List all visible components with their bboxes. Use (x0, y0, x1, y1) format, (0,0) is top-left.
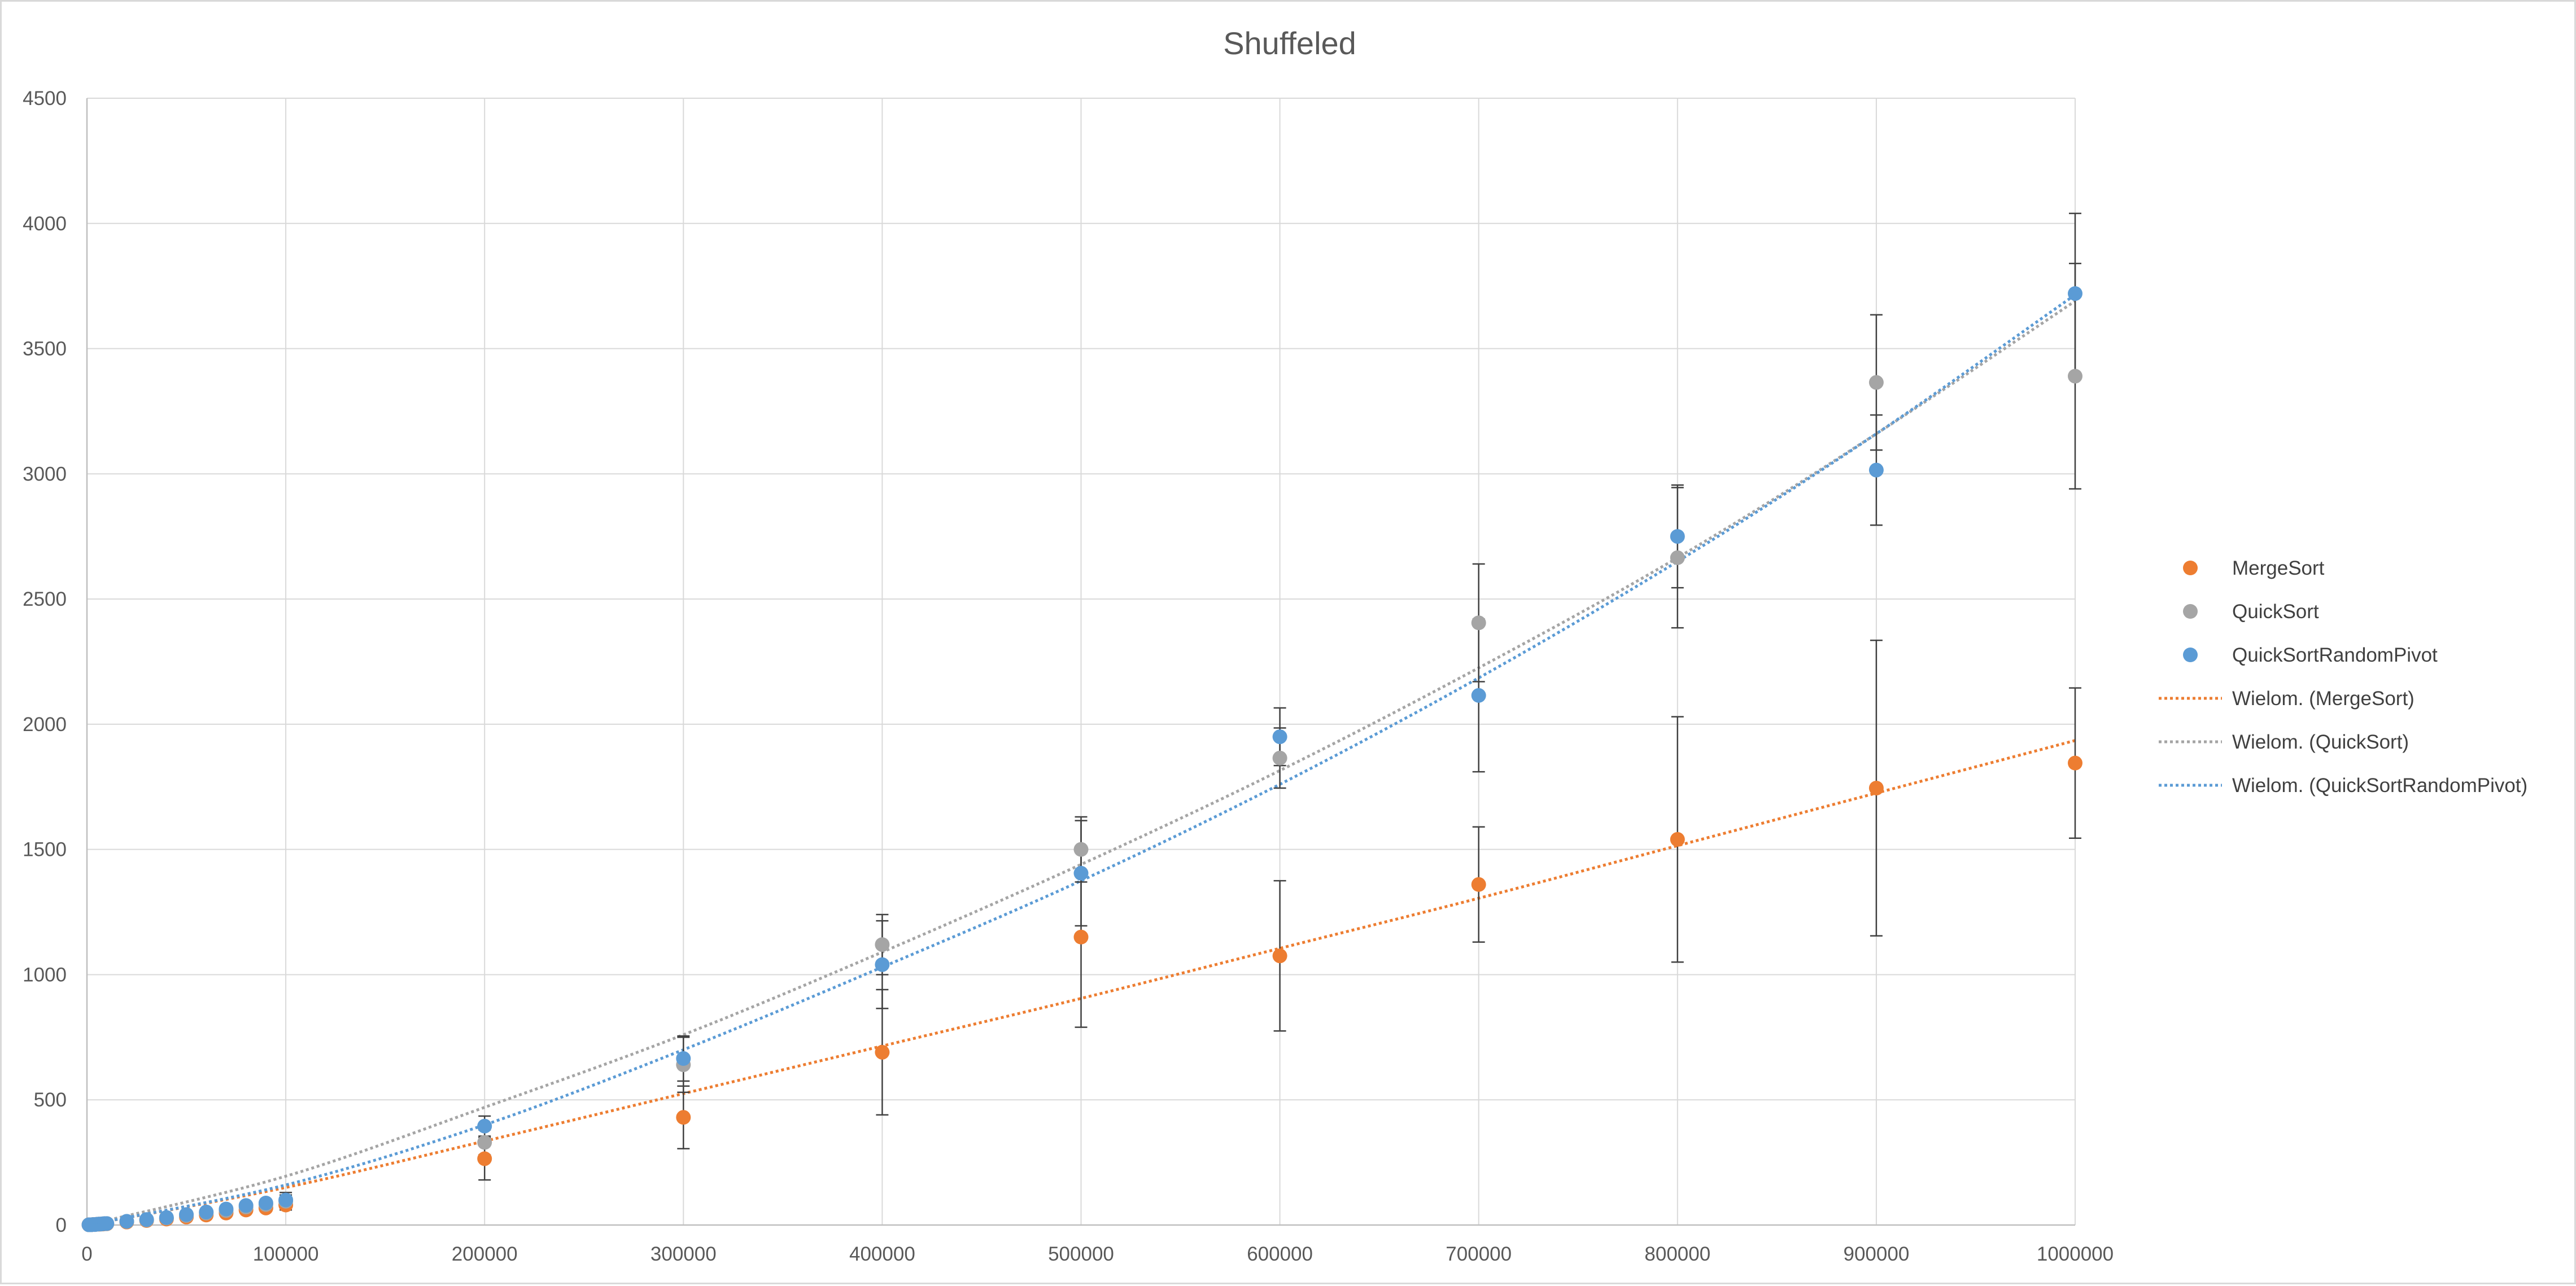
data-point-series-3 (99, 1216, 115, 1231)
legend-label: QuickSort (2232, 601, 2319, 623)
data-point-series-3 (676, 1051, 691, 1066)
data-point-series-2 (2068, 369, 2082, 384)
legend-marker (2183, 648, 2198, 662)
data-point-series-2 (875, 937, 890, 952)
trendline-3 (86, 294, 2076, 1227)
y-tick-label: 0 (56, 1214, 67, 1236)
data-point-series-3 (139, 1212, 154, 1227)
x-tick-label: 700000 (1446, 1243, 1512, 1265)
data-point-series-3 (278, 1192, 294, 1208)
trendlines (86, 294, 2076, 1227)
x-tick-label: 900000 (1844, 1243, 1910, 1265)
data-point-series-3 (2068, 286, 2082, 301)
data-point-series-3 (159, 1210, 174, 1225)
data-point-series-3 (119, 1214, 134, 1229)
y-tick-label: 1000 (23, 964, 67, 986)
x-tick-label: 300000 (650, 1243, 717, 1265)
data-point-series-2 (1670, 550, 1685, 565)
data-point-series-3 (1868, 462, 1884, 478)
x-tick-label: 200000 (452, 1243, 518, 1265)
trendline-1 (86, 739, 2076, 1227)
legend-label: MergeSort (2232, 557, 2325, 579)
error-bars (280, 212, 2081, 1211)
data-point-series-2 (477, 1135, 492, 1150)
data-point-series-3 (238, 1198, 254, 1213)
legend-label: QuickSortRandomPivot (2232, 644, 2438, 666)
data-point-series-3 (1670, 529, 1685, 544)
y-tick-label: 2500 (23, 588, 67, 610)
data-point-series-1 (875, 1044, 890, 1060)
data-point-series-3 (1073, 865, 1089, 881)
x-tick-label: 1000000 (2037, 1243, 2114, 1265)
gridlines (87, 98, 2076, 1225)
data-point-series-2 (1471, 615, 1486, 631)
y-tick-label: 3000 (23, 463, 67, 485)
data-point-series-3 (199, 1204, 214, 1219)
y-tick-label: 3500 (23, 338, 67, 360)
data-point-series-2 (1868, 375, 1884, 390)
legend-marker (2183, 561, 2198, 575)
data-point-series-1 (477, 1151, 492, 1166)
x-tick-label: 100000 (253, 1243, 319, 1265)
data-point-series-3 (258, 1195, 273, 1210)
data-point-series-1 (1868, 780, 1884, 795)
x-tick-label: 500000 (1048, 1243, 1114, 1265)
data-point-series-1 (2068, 755, 2082, 771)
legend: MergeSort QuickSort QuickSortRandomPivot Wi… (2159, 557, 2527, 797)
data-point-series-2 (1073, 842, 1089, 857)
legend-label: Wielom. (QuickSort) (2232, 731, 2409, 753)
legend-label: Wielom. (QuickSortRandomPivot) (2232, 775, 2527, 797)
y-tick-label: 2000 (23, 714, 67, 736)
data-point-series-3 (477, 1118, 492, 1134)
data-points (81, 286, 2082, 1232)
chart-title: Shuffeled (1223, 25, 1356, 61)
data-point-series-3 (1471, 688, 1486, 703)
data-point-series-1 (1670, 832, 1685, 847)
data-point-series-3 (219, 1201, 234, 1217)
y-tick-label: 4500 (23, 88, 67, 110)
x-tick-label: 400000 (849, 1243, 915, 1265)
data-point-series-3 (179, 1207, 194, 1222)
data-point-series-1 (1272, 948, 1287, 964)
data-point-series-1 (1471, 877, 1486, 892)
y-tick-label: 4000 (23, 213, 67, 235)
data-point-series-1 (676, 1110, 691, 1125)
data-point-series-3 (1272, 729, 1287, 745)
data-point-series-1 (1073, 929, 1089, 944)
x-tick-label: 800000 (1644, 1243, 1710, 1265)
data-point-series-2 (1272, 750, 1287, 766)
legend-label: Wielom. (MergeSort) (2232, 688, 2415, 710)
x-tick-label: 0 (81, 1243, 92, 1265)
data-point-series-3 (875, 957, 890, 972)
axes: 0 500 1000 1500 2000 2500 3000 3500 4000 4500 0 100… (23, 88, 2114, 1265)
x-tick-label: 600000 (1247, 1243, 1313, 1265)
legend-marker (2183, 604, 2198, 619)
y-tick-label: 500 (34, 1089, 67, 1111)
y-tick-label: 1500 (23, 839, 67, 861)
